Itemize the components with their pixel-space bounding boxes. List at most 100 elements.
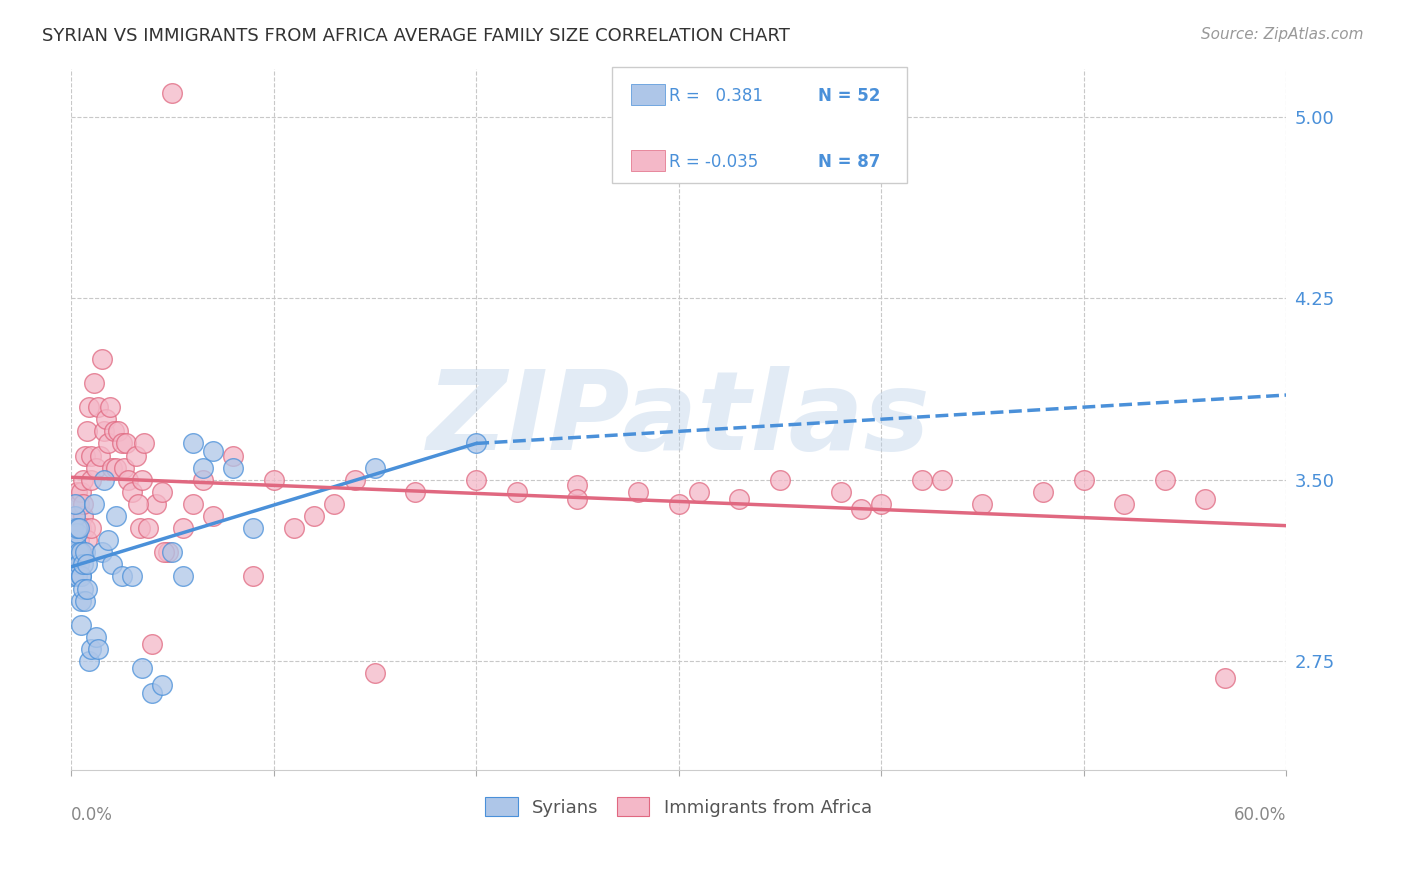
Point xyxy=(70,521,93,535)
Point xyxy=(145,497,167,511)
Point xyxy=(104,508,127,523)
Point xyxy=(100,558,122,572)
Point xyxy=(567,491,589,506)
Point xyxy=(150,678,173,692)
Point xyxy=(65,545,87,559)
Point xyxy=(181,436,204,450)
Point xyxy=(66,525,89,540)
Point xyxy=(72,508,94,523)
Point xyxy=(66,569,89,583)
Point xyxy=(162,86,184,100)
Point xyxy=(66,521,89,535)
Point xyxy=(93,425,115,439)
Point xyxy=(1215,671,1237,685)
Point xyxy=(283,521,305,535)
Point xyxy=(66,521,89,535)
Point xyxy=(127,497,149,511)
Point xyxy=(830,484,852,499)
Point xyxy=(84,630,107,644)
Point xyxy=(201,443,224,458)
Point xyxy=(567,477,589,491)
Point xyxy=(131,661,153,675)
Point xyxy=(76,582,98,596)
Point xyxy=(181,497,204,511)
Point xyxy=(65,533,87,548)
Point xyxy=(131,473,153,487)
Point xyxy=(172,569,194,583)
Point xyxy=(111,436,134,450)
Point xyxy=(79,654,101,668)
Point xyxy=(76,558,98,572)
Point xyxy=(1032,484,1054,499)
Point xyxy=(931,473,953,487)
Point xyxy=(769,473,792,487)
Point xyxy=(263,473,285,487)
Point xyxy=(97,436,120,450)
Point xyxy=(117,473,139,487)
Point xyxy=(129,521,152,535)
Text: 0.0%: 0.0% xyxy=(72,806,112,824)
Point xyxy=(364,666,387,681)
Point xyxy=(465,436,488,450)
Point xyxy=(70,545,93,559)
Point xyxy=(98,400,121,414)
Point xyxy=(72,582,94,596)
Point xyxy=(66,545,89,559)
Point xyxy=(141,685,163,699)
Point xyxy=(242,569,264,583)
Point xyxy=(66,550,89,565)
Point xyxy=(134,436,156,450)
Point xyxy=(72,497,94,511)
Point xyxy=(65,508,87,523)
Point xyxy=(104,460,127,475)
Point xyxy=(172,521,194,535)
Point xyxy=(627,484,650,499)
Text: N = 87: N = 87 xyxy=(818,153,880,171)
Point xyxy=(83,497,105,511)
Point xyxy=(80,521,103,535)
Point xyxy=(97,533,120,548)
Point xyxy=(70,593,93,607)
Point xyxy=(121,569,143,583)
Point xyxy=(1153,473,1175,487)
Point xyxy=(80,449,103,463)
Text: 60.0%: 60.0% xyxy=(1234,806,1286,824)
Point xyxy=(465,473,488,487)
Point xyxy=(67,545,90,559)
Point xyxy=(972,497,994,511)
Point xyxy=(67,533,90,548)
Point xyxy=(668,497,690,511)
Point xyxy=(191,473,214,487)
Point xyxy=(66,541,89,555)
Point xyxy=(364,460,387,475)
Point xyxy=(70,617,93,632)
Point xyxy=(79,400,101,414)
Point xyxy=(93,473,115,487)
Point xyxy=(688,484,710,499)
Point xyxy=(75,545,97,559)
Point xyxy=(75,449,97,463)
Legend: Syrians, Immigrants from Africa: Syrians, Immigrants from Africa xyxy=(478,790,879,824)
Point xyxy=(76,425,98,439)
Point xyxy=(75,521,97,535)
Point xyxy=(162,545,184,559)
Point xyxy=(67,497,90,511)
Point xyxy=(72,473,94,487)
Point xyxy=(65,533,87,548)
Point xyxy=(125,449,148,463)
Point xyxy=(103,425,125,439)
Point xyxy=(67,521,90,535)
Point xyxy=(911,473,934,487)
Point xyxy=(70,484,93,499)
Point xyxy=(728,491,751,506)
Text: SYRIAN VS IMMIGRANTS FROM AFRICA AVERAGE FAMILY SIZE CORRELATION CHART: SYRIAN VS IMMIGRANTS FROM AFRICA AVERAGE… xyxy=(42,27,790,45)
Point xyxy=(84,460,107,475)
Point xyxy=(111,569,134,583)
Point xyxy=(62,569,84,583)
Point xyxy=(94,412,117,426)
Point xyxy=(157,545,180,559)
Point xyxy=(222,449,245,463)
Point xyxy=(112,460,135,475)
Point xyxy=(90,545,112,559)
Point xyxy=(65,508,87,523)
